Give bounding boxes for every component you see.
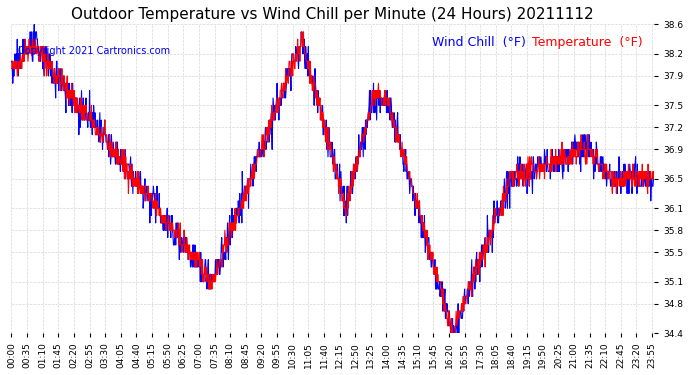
Wind Chill  (°F) — [135, 184, 144, 188]
Temperature  (°F) — [447, 331, 455, 335]
Temperature  (°F) — [433, 279, 442, 284]
Wind Chill  (°F) — [150, 199, 159, 203]
Wind Chill  (°F) — [650, 177, 658, 181]
Temperature  (°F) — [574, 147, 582, 152]
Line: Wind Chill  (°F): Wind Chill (°F) — [12, 24, 654, 333]
Wind Chill  (°F) — [433, 279, 442, 284]
Wind Chill  (°F) — [8, 59, 16, 63]
Temperature  (°F) — [8, 66, 16, 71]
Legend: Wind Chill  (°F), Temperature  (°F): Wind Chill (°F), Temperature (°F) — [427, 31, 648, 54]
Wind Chill  (°F) — [518, 162, 526, 166]
Temperature  (°F) — [297, 30, 306, 34]
Temperature  (°F) — [650, 169, 658, 174]
Wind Chill  (°F) — [222, 250, 230, 255]
Wind Chill  (°F) — [30, 22, 39, 27]
Wind Chill  (°F) — [574, 154, 582, 159]
Temperature  (°F) — [518, 169, 526, 174]
Temperature  (°F) — [150, 206, 159, 210]
Text: Copyright 2021 Cartronics.com: Copyright 2021 Cartronics.com — [18, 46, 170, 56]
Line: Temperature  (°F): Temperature (°F) — [12, 32, 654, 333]
Temperature  (°F) — [222, 250, 230, 255]
Temperature  (°F) — [135, 191, 143, 196]
Title: Outdoor Temperature vs Wind Chill per Minute (24 Hours) 20211112: Outdoor Temperature vs Wind Chill per Mi… — [71, 7, 594, 22]
Wind Chill  (°F) — [446, 331, 455, 335]
